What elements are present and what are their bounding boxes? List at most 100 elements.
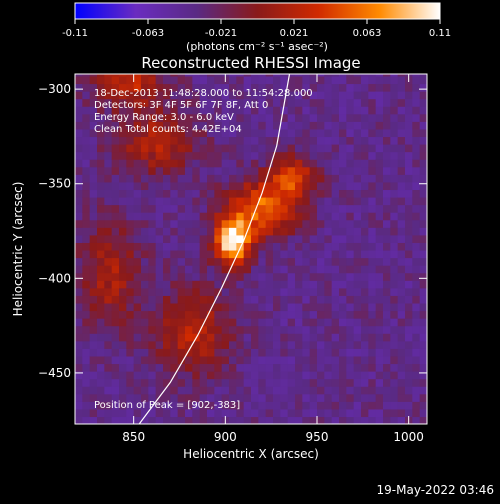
heatmap-cell: [82, 401, 91, 410]
heatmap-cell: [251, 257, 259, 266]
heatmap-cell: [419, 144, 427, 153]
heatmap-cell: [397, 219, 406, 228]
heatmap-cell: [317, 280, 325, 289]
heatmap-cell: [97, 287, 105, 296]
heatmap-cell: [111, 121, 120, 130]
heatmap-cell: [89, 106, 98, 115]
heatmap-cell: [141, 174, 149, 183]
heatmap-cell: [346, 310, 355, 319]
heatmap-cell: [390, 227, 399, 236]
heatmap-cell: [177, 416, 186, 424]
heatmap-cell: [111, 227, 120, 236]
heatmap-cell: [148, 227, 157, 236]
heatmap-cell: [383, 227, 391, 236]
heatmap-cell: [119, 106, 127, 115]
heatmap-cell: [265, 113, 274, 122]
heatmap-cell: [361, 219, 369, 228]
heatmap-cell: [405, 393, 413, 402]
heatmap-cell: [192, 401, 201, 410]
heatmap-cell: [148, 166, 157, 175]
heatmap-cell: [243, 174, 252, 183]
heatmap-cell: [390, 302, 399, 312]
colorbar-tick-label: 0.11: [429, 28, 451, 39]
heatmap-cell: [214, 257, 223, 266]
heatmap-cell: [280, 113, 289, 122]
heatmap-cell: [82, 408, 91, 418]
heatmap-cell: [192, 219, 201, 228]
heatmap-cell: [141, 302, 149, 312]
heatmap-cell: [199, 386, 208, 395]
heatmap-cell: [419, 249, 427, 259]
heatmap-cell: [397, 181, 406, 191]
heatmap-cell: [331, 325, 340, 334]
heatmap-cell: [331, 196, 340, 206]
heatmap-cell: [419, 378, 427, 387]
heatmap-cell: [177, 378, 186, 387]
heatmap-cell: [141, 378, 149, 387]
heatmap-cell: [302, 181, 311, 191]
heatmap-cell: [368, 159, 377, 168]
heatmap-cell: [419, 212, 427, 221]
heatmap-cell: [82, 386, 91, 395]
heatmap-cell: [309, 348, 318, 357]
heatmap-cell: [339, 113, 347, 122]
heatmap-cell: [243, 98, 252, 107]
heatmap-cell: [170, 401, 179, 410]
heatmap-cell: [280, 340, 289, 349]
heatmap-cell: [361, 159, 369, 168]
heatmap-cell: [324, 265, 333, 274]
heatmap-cell: [251, 401, 259, 410]
heatmap-cell: [324, 272, 333, 281]
heatmap-cell: [207, 212, 215, 221]
heatmap-cell: [111, 408, 120, 418]
heatmap-cell: [346, 287, 355, 296]
heatmap-cell: [353, 75, 362, 85]
heatmap-cell: [148, 174, 157, 183]
heatmap-cell: [133, 249, 142, 259]
heatmap-cell: [295, 204, 303, 213]
heatmap-cell: [390, 196, 399, 206]
heatmap-cell: [221, 318, 230, 327]
heatmap-cell: [339, 393, 347, 402]
heatmap-cell: [111, 318, 120, 327]
heatmap-cell: [170, 340, 179, 349]
heatmap-cell: [265, 91, 274, 100]
heatmap-cell: [390, 159, 399, 168]
heatmap-cell: [295, 181, 303, 191]
heatmap-cell: [375, 378, 384, 387]
heatmap-cell: [170, 74, 179, 77]
heatmap-cell: [390, 242, 399, 251]
heatmap-cell: [412, 144, 421, 153]
heatmap-cell: [207, 355, 215, 365]
heatmap-cell: [361, 212, 369, 221]
heatmap-cell: [97, 144, 105, 153]
heatmap-cell: [133, 91, 142, 100]
heatmap-cell: [207, 287, 215, 296]
heatmap-cell: [353, 98, 362, 107]
heatmap-cell: [324, 386, 333, 395]
heatmap-cell: [346, 196, 355, 206]
heatmap-cell: [390, 272, 399, 281]
heatmap-cell: [192, 340, 201, 349]
heatmap-cell: [192, 287, 201, 296]
heatmap-cell: [346, 83, 355, 92]
heatmap-cell: [229, 340, 237, 349]
heatmap-cell: [390, 121, 399, 130]
heatmap-cell: [339, 310, 347, 319]
heatmap-cell: [82, 272, 91, 281]
heatmap-cell: [170, 302, 179, 312]
heatmap-cell: [89, 272, 98, 281]
heatmap-cell: [177, 265, 186, 274]
heatmap-cell: [331, 257, 340, 266]
heatmap-cell: [353, 181, 362, 191]
heatmap-cell: [229, 136, 237, 145]
heatmap-cell: [383, 196, 391, 206]
heatmap-cell: [243, 325, 252, 334]
colorbar-tick-label: 0.021: [280, 28, 309, 39]
heatmap-cell: [170, 121, 179, 130]
heatmap-cell: [104, 295, 113, 304]
heatmap-cell: [148, 295, 157, 304]
heatmap-cell: [339, 136, 347, 145]
heatmap-cell: [214, 242, 223, 251]
heatmap-cell: [214, 302, 223, 312]
